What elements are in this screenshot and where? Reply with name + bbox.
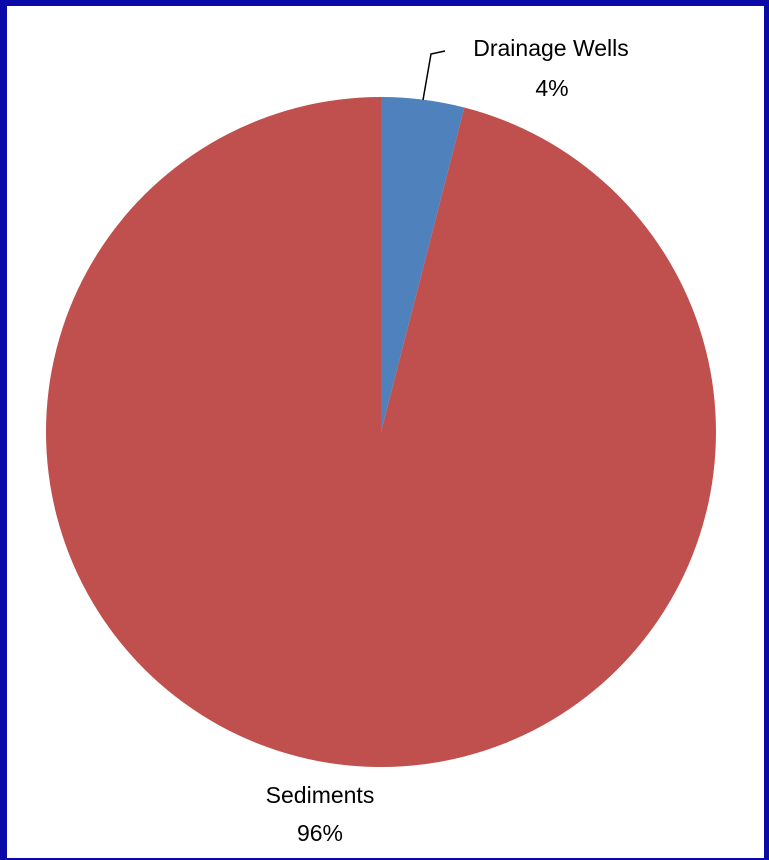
slice-label-drainage-wells: Drainage Wells	[473, 35, 629, 61]
slice-label-sediments: Sediments	[266, 782, 375, 808]
pie-slice-drainage-wells	[381, 97, 465, 432]
pie-slices	[45, 97, 716, 767]
leader-line-drainage-wells	[422, 50, 446, 101]
slice-value-drainage-wells: 4%	[535, 75, 568, 101]
data-label-sediments: Sediments 96%	[266, 782, 375, 846]
pie-slice-sediments	[45, 97, 716, 767]
data-label-drainage-wells: Drainage Wells 4%	[473, 35, 629, 101]
slice-value-sediments: 96%	[297, 820, 343, 846]
